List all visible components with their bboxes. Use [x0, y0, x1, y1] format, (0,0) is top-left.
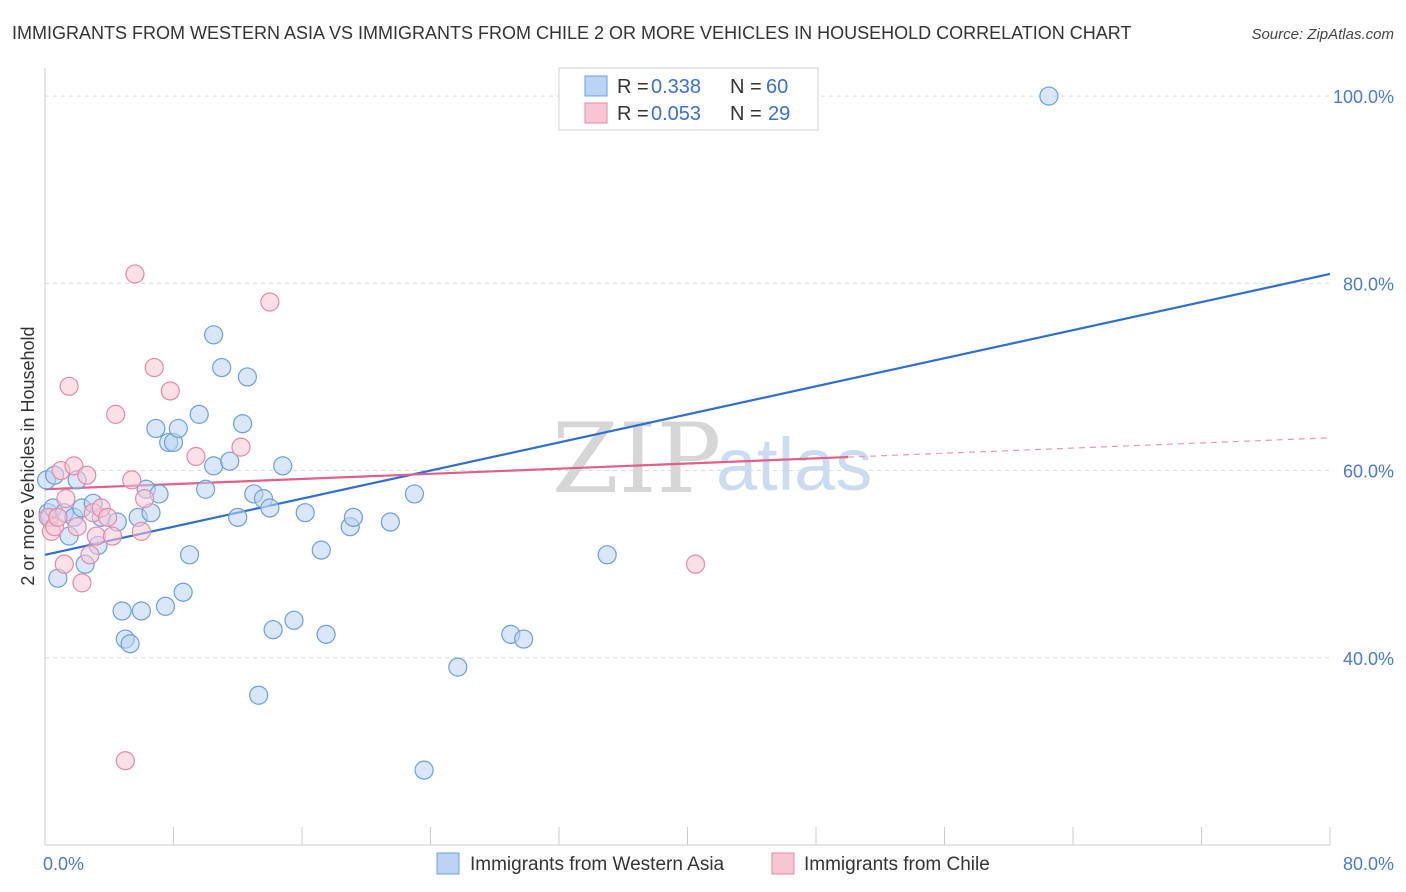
point-western-asia — [155, 596, 176, 616]
point-chile — [67, 517, 87, 537]
bottom-legend-label-chile: Immigrants from Chile — [804, 854, 990, 875]
point-western-asia — [168, 418, 188, 439]
point-chile — [77, 465, 97, 485]
gridlines — [45, 95, 1330, 659]
point-chile — [86, 526, 107, 546]
chart-source: Source: ZipAtlas.com — [1251, 26, 1394, 43]
point-western-asia — [179, 545, 200, 565]
point-western-asia — [228, 507, 248, 527]
point-chile — [685, 554, 706, 574]
point-chile — [131, 521, 151, 541]
point-western-asia — [249, 685, 269, 705]
point-western-asia — [311, 540, 331, 560]
legend-row-chile: R = 0.053 N = 29 — [584, 102, 790, 125]
point-western-asia — [220, 451, 240, 471]
point-western-asia — [295, 503, 315, 523]
tick-labels: 100.0% 80.0% 60.0% 40.0% — [1333, 87, 1394, 669]
point-western-asia — [414, 760, 434, 780]
point-western-asia — [597, 545, 617, 565]
watermark-zip: ZIP — [552, 403, 721, 515]
trend-line-chile-extension — [848, 437, 1331, 458]
point-western-asia — [120, 634, 140, 654]
point-western-asia — [380, 512, 400, 532]
point-western-asia — [131, 601, 151, 621]
point-chile — [260, 292, 280, 312]
point-chile — [72, 573, 92, 593]
point-chile — [56, 489, 76, 509]
point-chile — [144, 357, 164, 378]
trend-lines — [44, 272, 1331, 556]
y-tick-label: 80.0% — [1343, 274, 1394, 294]
data-points — [37, 86, 1059, 780]
legend-r-value: 0.053 — [651, 103, 701, 125]
point-chile — [186, 446, 206, 467]
y-tick-label: 100.0% — [1333, 87, 1394, 107]
point-western-asia — [260, 498, 280, 518]
point-western-asia — [204, 325, 224, 345]
point-chile — [48, 507, 68, 527]
legend-n-label: N = — [730, 76, 762, 98]
y-axis-label: 2 or more Vehicles in Household — [18, 326, 38, 585]
point-western-asia — [343, 507, 363, 527]
y-tick-label: 40.0% — [1343, 649, 1394, 669]
bottom-legend: Immigrants from Western Asia Immigrants … — [436, 852, 990, 875]
point-chile — [64, 456, 84, 476]
legend-n-label: N = — [730, 103, 762, 125]
x-tick-label-min: 0.0% — [43, 854, 84, 874]
point-chile — [80, 545, 100, 565]
legend-swatch-western-asia — [584, 75, 608, 97]
point-western-asia — [284, 610, 304, 630]
x-tick-label-max: 80.0% — [1343, 854, 1394, 874]
point-chile — [102, 526, 123, 546]
point-western-asia — [212, 357, 232, 378]
legend-n-value: 29 — [768, 103, 790, 125]
point-chile — [98, 507, 118, 527]
point-western-asia — [196, 479, 216, 499]
point-chile — [115, 751, 135, 771]
legend-r-value: 0.338 — [651, 76, 701, 98]
point-western-asia — [316, 624, 336, 644]
legend-r-label: R = — [617, 103, 649, 125]
legend-n-value: 60 — [766, 76, 788, 98]
legend-r-label: R = — [617, 76, 649, 98]
legend-swatch-chile — [584, 102, 608, 124]
point-western-asia — [263, 620, 283, 640]
point-western-asia — [1039, 86, 1059, 106]
point-chile — [122, 470, 142, 490]
point-western-asia — [173, 582, 193, 602]
point-western-asia — [204, 456, 224, 476]
bottom-legend-swatch-chile — [771, 852, 795, 875]
point-chile — [106, 404, 126, 424]
point-chile — [160, 381, 180, 401]
point-western-asia — [448, 657, 468, 677]
point-chile — [134, 489, 155, 509]
point-western-asia — [112, 601, 132, 621]
point-western-asia — [146, 418, 166, 439]
point-chile — [125, 264, 145, 284]
trend-line-chile — [44, 455, 849, 491]
legend-box: R = 0.338 N = 60 R = 0.053 N = 29 — [558, 67, 819, 131]
axes — [44, 68, 1331, 846]
point-western-asia — [237, 367, 257, 387]
watermark-atlas: atlas — [716, 423, 872, 506]
point-chile — [54, 554, 74, 574]
point-chile — [231, 437, 251, 457]
legend-row-western-asia: R = 0.338 N = 60 — [584, 75, 788, 98]
trend-line-western-asia — [44, 272, 1331, 556]
point-western-asia — [273, 456, 293, 476]
bottom-legend-label-western-asia: Immigrants from Western Asia — [470, 854, 725, 875]
point-chile — [59, 376, 79, 396]
bottom-legend-swatch-western-asia — [436, 852, 460, 875]
y-tick-label: 60.0% — [1343, 462, 1394, 482]
point-western-asia — [514, 629, 534, 649]
point-western-asia — [404, 484, 425, 504]
point-western-asia — [189, 404, 209, 424]
point-western-asia — [232, 414, 253, 434]
chart-title: IMMIGRANTS FROM WESTERN ASIA VS IMMIGRAN… — [12, 23, 1131, 43]
